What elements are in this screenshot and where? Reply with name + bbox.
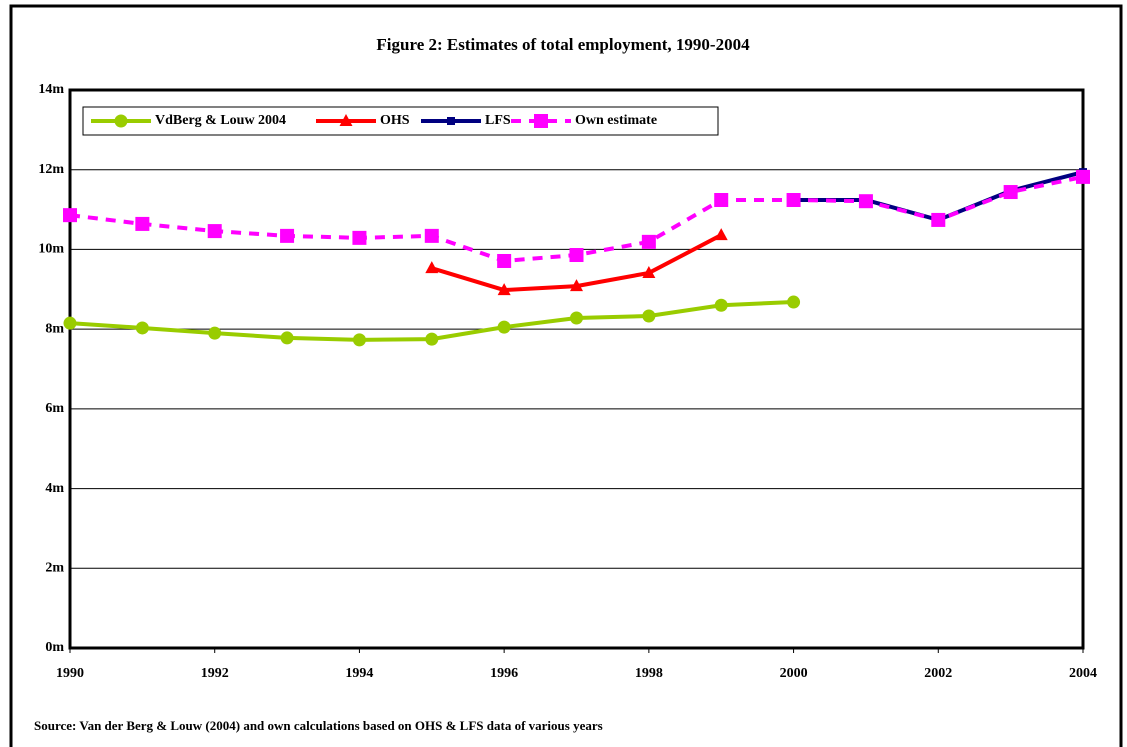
- marker: [641, 234, 656, 249]
- y-tick-label: 4m: [45, 481, 64, 496]
- marker: [714, 298, 728, 312]
- marker: [570, 311, 583, 325]
- marker: [1076, 169, 1090, 184]
- x-tick-label: 1994: [345, 666, 373, 681]
- x-tick-label: 2000: [780, 666, 808, 681]
- marker: [425, 332, 439, 346]
- legend-label: LFS: [485, 113, 511, 128]
- legend-box: [82, 106, 719, 136]
- legend-marker: [534, 114, 548, 128]
- x-tick-label: 1992: [201, 666, 229, 681]
- marker: [858, 194, 873, 209]
- marker: [786, 193, 801, 208]
- marker: [497, 320, 511, 334]
- legend-label: Own estimate: [575, 113, 657, 128]
- marker: [931, 212, 946, 227]
- marker: [1003, 185, 1018, 200]
- legend-marker: [114, 114, 128, 128]
- marker: [352, 230, 367, 245]
- y-tick-label: 10m: [38, 242, 64, 257]
- x-tick-label: 1996: [490, 666, 518, 681]
- x-tick-label: 1998: [635, 666, 663, 681]
- marker: [425, 261, 439, 274]
- y-tick-label: 14m: [38, 82, 64, 97]
- frame: [9, 4, 1123, 747]
- chart-title: Figure 2: Estimates of total employment,…: [376, 35, 750, 54]
- legend-marker: [339, 114, 353, 126]
- series-line: [793, 170, 1084, 223]
- marker: [135, 216, 150, 231]
- y-tick-label: 0m: [45, 640, 64, 655]
- marker: [280, 228, 295, 243]
- marker: [135, 321, 149, 335]
- marker: [63, 208, 77, 223]
- marker: [642, 265, 656, 278]
- marker: [208, 326, 222, 340]
- legend-marker: [447, 117, 455, 125]
- marker: [570, 279, 583, 292]
- marker: [424, 228, 439, 243]
- plot-border: [68, 88, 1085, 650]
- marker: [569, 248, 584, 263]
- marker: [352, 333, 366, 347]
- marker: [714, 193, 729, 208]
- x-tick-label: 1990: [56, 666, 84, 681]
- x-tick-label: 2004: [1069, 666, 1097, 681]
- source-note: Source: Van der Berg & Louw (2004) and o…: [34, 718, 603, 733]
- marker: [787, 295, 801, 309]
- legend-label: OHS: [380, 113, 410, 128]
- marker: [280, 331, 294, 345]
- y-tick-label: 12m: [38, 162, 64, 177]
- marker: [714, 228, 728, 241]
- legend-label: VdBerg & Louw 2004: [155, 113, 286, 128]
- y-tick-label: 6m: [45, 401, 64, 416]
- marker: [207, 224, 222, 239]
- x-tick-label: 2002: [924, 666, 952, 681]
- y-tick-label: 8m: [45, 321, 64, 336]
- y-tick-label: 2m: [45, 561, 64, 576]
- marker: [497, 283, 511, 296]
- marker: [497, 253, 512, 268]
- marker: [642, 309, 656, 323]
- marker: [63, 316, 77, 330]
